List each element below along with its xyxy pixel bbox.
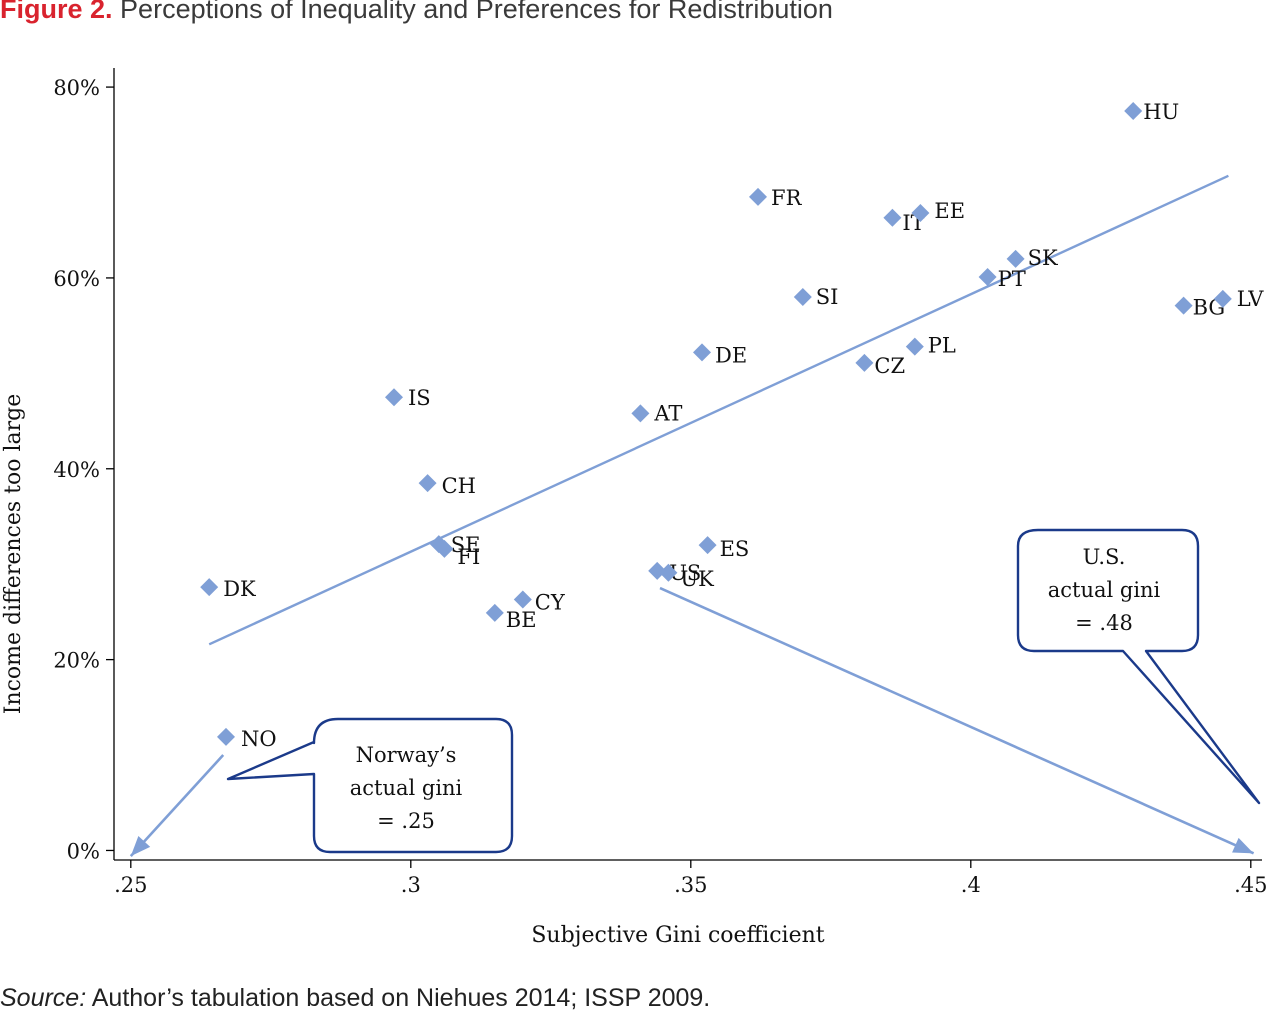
data-point-dk bbox=[200, 578, 219, 597]
point-label-se: SE bbox=[451, 533, 481, 557]
source-label: Source: bbox=[0, 984, 87, 1012]
data-point-sk bbox=[1006, 249, 1025, 268]
figure-title: Figure 2. Perceptions of Inequality and … bbox=[0, 0, 833, 25]
point-label-lv: LV bbox=[1237, 287, 1264, 311]
arrow-line bbox=[129, 754, 225, 858]
data-point-uk bbox=[659, 563, 678, 582]
fit-line-group bbox=[208, 174, 1229, 646]
data-point-ee bbox=[911, 204, 930, 223]
norway-callout-line: actual gini bbox=[350, 776, 463, 800]
point-label-be: BE bbox=[506, 608, 537, 632]
x-tick-label: .35 bbox=[674, 873, 707, 897]
x-tick-label: .4 bbox=[961, 873, 981, 897]
us-callout-bubble bbox=[1016, 528, 1261, 805]
x-tick-label: .25 bbox=[114, 873, 147, 897]
point-label-ee: EE bbox=[934, 199, 965, 223]
data-point-de bbox=[693, 343, 711, 362]
us-callout-line: U.S. bbox=[1083, 545, 1126, 569]
y-tick-label: 0% bbox=[67, 839, 100, 863]
figure-label: Figure 2. bbox=[0, 0, 113, 24]
arrow-group bbox=[129, 586, 1255, 858]
norway-callout-line: Norway’s bbox=[356, 743, 457, 767]
us-gini-callout: U.S. actual gini = .48 bbox=[1016, 528, 1261, 805]
data-point-fr bbox=[749, 187, 767, 206]
data-point-pl bbox=[905, 337, 924, 356]
point-label-no: NO bbox=[241, 727, 277, 751]
callout-group: Norway’s actual gini = .25 U.S. actual gini =… bbox=[226, 528, 1261, 854]
data-point-is bbox=[385, 388, 403, 407]
point-label-hu: HU bbox=[1143, 100, 1179, 124]
point-label-cz: CZ bbox=[874, 354, 905, 378]
y-tick-label: 40% bbox=[53, 458, 100, 482]
data-point-lv bbox=[1213, 289, 1232, 308]
data-point-pt bbox=[978, 267, 997, 286]
point-label-si: SI bbox=[816, 285, 839, 309]
point-label-is: IS bbox=[408, 386, 431, 410]
data-point-fi bbox=[435, 539, 454, 558]
data-point-ch bbox=[418, 474, 437, 493]
data-point-cz bbox=[855, 353, 874, 372]
point-label-de: DE bbox=[715, 343, 747, 367]
data-point-si bbox=[793, 288, 812, 307]
data-point-be bbox=[485, 603, 504, 622]
y-axis-title: Income differences too large bbox=[1, 394, 26, 715]
source-text: Author’s tabulation based on Niehues 201… bbox=[86, 984, 711, 1012]
x-axis-title: Subjective Gini coefficient bbox=[531, 923, 824, 948]
y-tick-label: 20% bbox=[53, 649, 100, 673]
point-label-fr: FR bbox=[771, 186, 803, 210]
arrow-head bbox=[130, 836, 151, 857]
point-label-at: AT bbox=[653, 401, 682, 425]
point-label-fi: FI bbox=[457, 545, 480, 569]
norway-callout-bubble bbox=[226, 717, 514, 854]
axes: 0% 20% 40% 60% 80% .25 .3 .35 .4 .45 Subjective Gi… bbox=[1, 68, 1268, 948]
point-label-pl: PL bbox=[928, 334, 956, 358]
x-tick-label: .45 bbox=[1234, 873, 1267, 897]
point-label-sk: SK bbox=[1028, 246, 1058, 270]
figure-title-text: Perceptions of Inequality and Preference… bbox=[120, 0, 833, 24]
data-point-cy bbox=[513, 590, 532, 609]
data-point-it bbox=[883, 208, 902, 227]
point-label-dk: DK bbox=[223, 577, 256, 601]
y-tick-label: 80% bbox=[53, 76, 100, 100]
x-tick-label: .3 bbox=[401, 873, 421, 897]
point-label-ch: CH bbox=[442, 474, 476, 498]
fit-line bbox=[208, 174, 1229, 646]
point-label-pt: PT bbox=[998, 267, 1026, 291]
norway-gini-callout: Norway’s actual gini = .25 bbox=[226, 717, 514, 854]
y-tick-label: 60% bbox=[53, 267, 100, 291]
source-note: Source: Author’s tabulation based on Nie… bbox=[0, 984, 710, 1013]
data-point-hu bbox=[1124, 101, 1143, 120]
point-label-cy: CY bbox=[535, 590, 566, 614]
arrow-line bbox=[659, 586, 1255, 855]
data-point-no bbox=[217, 727, 235, 746]
us-callout-line: = .48 bbox=[1075, 611, 1133, 635]
data-point-es bbox=[698, 536, 717, 555]
point-label-es: ES bbox=[720, 537, 750, 561]
norway-callout-line: = .25 bbox=[377, 809, 435, 833]
data-point-bg bbox=[1174, 296, 1193, 315]
data-point-us bbox=[648, 561, 667, 580]
point-label-uk: UK bbox=[680, 567, 714, 591]
arrow-head bbox=[1232, 837, 1254, 854]
us-callout-line: actual gini bbox=[1048, 578, 1161, 602]
data-point-at bbox=[631, 404, 650, 423]
